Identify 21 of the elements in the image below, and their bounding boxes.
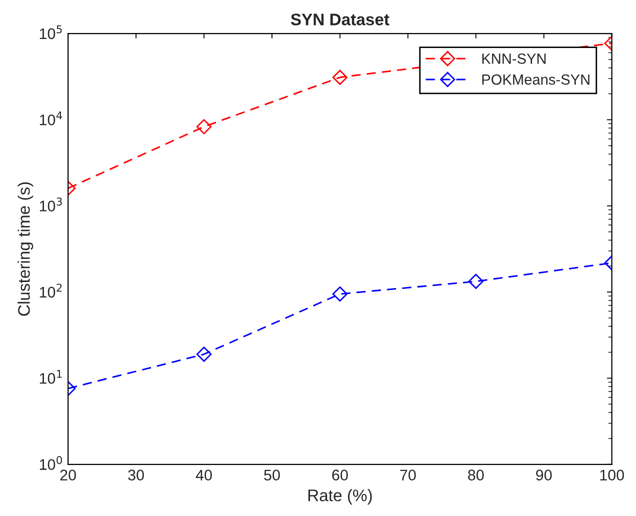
y-tick-label: 10$^{2}$ xyxy=(40,284,62,298)
legend-label: KNN-SYN xyxy=(482,54,546,64)
x-tick-label: 60 xyxy=(332,470,348,480)
x-tick-label: 30 xyxy=(128,470,144,480)
x-tick-label: 90 xyxy=(536,470,552,480)
y-tick-label: 10$^{3}$ xyxy=(40,198,62,212)
x-tick-label: 20 xyxy=(60,470,76,480)
y-tick-label: 10$^{1}$ xyxy=(40,370,62,384)
chart-title: SYN Dataset xyxy=(290,14,390,26)
y-tick-label: 10$^{5}$ xyxy=(40,25,62,40)
x-tick-label: 50 xyxy=(264,470,280,480)
point xyxy=(332,286,348,302)
x-tick-label: 70 xyxy=(400,470,416,480)
x-tick-label: 80 xyxy=(468,470,484,480)
legend-label: POKMeans-SYN xyxy=(482,74,590,85)
x-tick-label: 40 xyxy=(196,470,212,480)
y-tick-label: 10$^{0}$ xyxy=(40,456,62,470)
y-tick-label: 10$^{4}$ xyxy=(40,112,62,126)
y-axis-title: Clustering time (s) xyxy=(18,182,34,316)
x-axis-title: Rate (%) xyxy=(308,489,372,505)
x-tick-label: 100 xyxy=(600,470,624,480)
